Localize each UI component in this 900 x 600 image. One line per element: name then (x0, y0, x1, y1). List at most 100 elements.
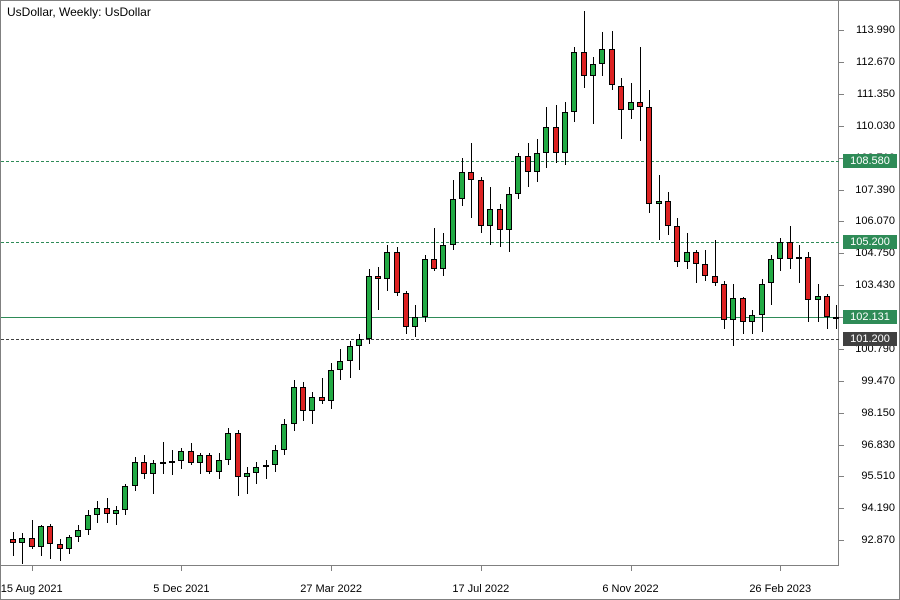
candle-wick (60, 539, 61, 561)
plot-area[interactable] (1, 1, 839, 566)
y-tick-mark (839, 508, 844, 509)
candle-body (553, 127, 559, 154)
candle-body (590, 64, 596, 76)
x-tick-mark (631, 566, 632, 571)
y-tick-label: 94.190 (861, 502, 895, 514)
candle-wick (584, 11, 585, 88)
candle-body (777, 242, 783, 259)
candle-body (150, 463, 156, 474)
x-tick-mark (481, 566, 482, 571)
candle-wick (752, 310, 753, 334)
horizontal-line (1, 317, 839, 318)
candle-body (712, 276, 718, 283)
candle-wick (687, 233, 688, 269)
candle-body (47, 526, 53, 544)
candle-wick (471, 143, 472, 218)
x-tick-label: 5 Dec 2021 (153, 583, 209, 595)
candle-body (721, 284, 727, 320)
y-tick-mark (839, 381, 844, 382)
y-tick-mark (839, 30, 844, 31)
candle-body (225, 433, 231, 460)
candle-body (805, 257, 811, 300)
candle-body (450, 199, 456, 245)
candle-body (833, 317, 839, 319)
candle-body (178, 451, 184, 461)
x-tick-label: 15 Aug 2021 (1, 583, 63, 595)
candle-body (291, 387, 297, 423)
y-tick-mark (839, 413, 844, 414)
candle-body (525, 156, 531, 173)
candle-body (394, 252, 400, 293)
candle-body (468, 172, 474, 179)
y-tick-label: 95.510 (861, 470, 895, 482)
y-tick-mark (839, 445, 844, 446)
candle-body (75, 530, 81, 537)
candle-body (85, 515, 91, 529)
candle-body (824, 296, 830, 318)
candle-body (384, 252, 390, 279)
candle-body (272, 450, 278, 464)
candle-wick (266, 460, 267, 479)
x-tick-label: 6 Nov 2022 (602, 583, 658, 595)
candle-body (740, 298, 746, 322)
candle-body (637, 102, 643, 107)
y-tick-label: 110.030 (856, 120, 895, 132)
candle-body (431, 259, 437, 269)
candle-body (356, 339, 362, 346)
candle-wick (247, 467, 248, 494)
candle-wick (799, 245, 800, 284)
x-tick-mark (32, 566, 33, 571)
x-tick-label: 27 Mar 2022 (300, 583, 362, 595)
candle-body (543, 127, 549, 154)
x-tick-label: 26 Feb 2023 (749, 583, 811, 595)
y-tick-label: 98.150 (861, 407, 895, 419)
candle-body (403, 293, 409, 327)
y-tick-mark (839, 540, 844, 541)
candle-body (656, 201, 662, 203)
candle-body (665, 201, 671, 225)
candle-wick (116, 506, 117, 525)
y-tick-mark (839, 62, 844, 63)
candle-body (169, 461, 175, 463)
candle-body (702, 264, 708, 276)
candle-body (534, 153, 540, 172)
candle-body (57, 544, 63, 549)
candle-body (815, 296, 821, 301)
candle-body (412, 317, 418, 327)
candle-body (599, 49, 605, 63)
candle-body (515, 156, 521, 195)
candle-wick (163, 442, 164, 475)
candle-body (244, 473, 250, 477)
candle-body (487, 209, 493, 226)
candle-wick (640, 47, 641, 141)
candle-body (618, 86, 624, 110)
horizontal-line (1, 339, 839, 340)
candle-body (319, 397, 325, 401)
candle-body (66, 537, 72, 549)
candle-body (29, 538, 35, 546)
candle-body (684, 252, 690, 262)
candle-body (113, 510, 119, 514)
price-label: 101.200 (843, 332, 897, 346)
candle-body (609, 49, 615, 85)
y-tick-label: 107.390 (855, 184, 895, 196)
candle-body (347, 346, 353, 360)
candle-body (497, 209, 503, 231)
y-tick-mark (839, 190, 844, 191)
chart-container: UsDollar, Weekly: UsDollar 92.87094.1909… (0, 0, 900, 600)
candle-body (216, 460, 222, 472)
candle-wick (378, 267, 379, 310)
y-tick-label: 111.350 (857, 88, 895, 100)
candle-body (581, 52, 587, 76)
candle-body (328, 370, 334, 400)
candle-body (197, 455, 203, 463)
x-tick-mark (331, 566, 332, 571)
candle-body (122, 486, 128, 510)
candle-body (253, 467, 259, 473)
y-tick-mark (839, 126, 844, 127)
price-label: 102.131 (843, 310, 897, 324)
chart-title: UsDollar, Weekly: UsDollar (7, 5, 151, 19)
candle-body (375, 276, 381, 278)
candle-wick (631, 83, 632, 119)
price-label: 108.580 (843, 154, 897, 168)
